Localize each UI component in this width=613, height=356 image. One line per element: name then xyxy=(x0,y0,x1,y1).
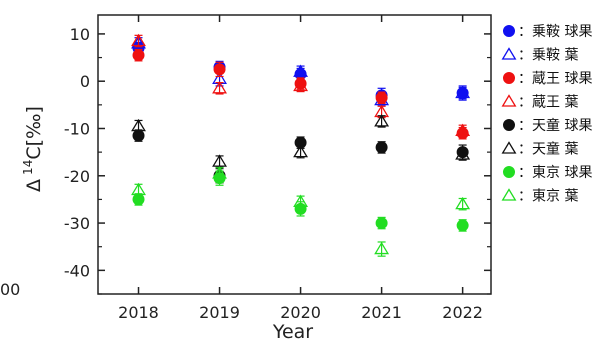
data-point xyxy=(293,64,309,77)
legend-label: ：乗鞍 球果 xyxy=(518,24,592,40)
data-point xyxy=(293,194,309,207)
data-point xyxy=(212,81,227,94)
series-7 xyxy=(131,166,471,257)
legend-label: ：天童 葉 xyxy=(518,141,578,158)
plot-frame xyxy=(97,14,492,295)
data-point xyxy=(374,241,390,255)
y-tick-label: -30 xyxy=(64,214,90,233)
legend-label: ：東京 葉 xyxy=(518,189,578,205)
x-axis-title: Year xyxy=(272,321,313,343)
cropped-left-label: 00 xyxy=(0,280,20,299)
x-tick-label: 2019 xyxy=(199,303,240,322)
data-point xyxy=(455,196,471,210)
data-point xyxy=(212,166,227,179)
legend-item-0: ：乗鞍 球果 xyxy=(503,24,592,40)
y-tick-label: -40 xyxy=(64,261,90,280)
series-1 xyxy=(131,36,471,107)
data-point xyxy=(293,78,309,92)
legend-item-4: ：天童 球果 xyxy=(503,117,592,134)
x-tick-label: 2020 xyxy=(280,303,321,322)
y-tick-label: -10 xyxy=(64,119,90,138)
y-axis-title-superscript: 14 xyxy=(21,160,35,175)
legend-marker xyxy=(503,166,515,178)
data-point xyxy=(455,123,471,137)
series-3 xyxy=(131,33,471,138)
data-point xyxy=(455,85,471,99)
legend-marker xyxy=(501,47,517,60)
data-point xyxy=(132,49,145,62)
data-point xyxy=(455,147,471,160)
legend-label: ：乗鞍 葉 xyxy=(518,48,578,64)
legend-label: ：天童 球果 xyxy=(518,117,592,134)
legend-marker xyxy=(501,188,517,201)
y-axis-title-rest: C[‰] xyxy=(23,106,45,160)
data-point xyxy=(131,33,146,47)
data-point xyxy=(293,144,309,158)
legend-marker xyxy=(503,72,515,84)
legend-item-5: ：天童 葉 xyxy=(501,141,578,158)
y-axis-title: Δ 14C[‰] xyxy=(21,106,45,192)
y-tick-label: 10 xyxy=(70,25,90,44)
x-tick-label: 2018 xyxy=(118,303,159,322)
legend-label: ：蔵王 葉 xyxy=(518,95,578,111)
legend-label: ：東京 球果 xyxy=(518,165,592,181)
legend-label: ：蔵王 球果 xyxy=(518,71,592,87)
data-point xyxy=(375,217,388,230)
data-point xyxy=(213,63,226,76)
data-point xyxy=(374,114,390,127)
series-5 xyxy=(131,114,471,168)
legend-item-7: ：東京 葉 xyxy=(501,188,578,205)
data-point xyxy=(131,36,146,49)
legend-marker xyxy=(503,119,515,131)
data-point xyxy=(131,118,146,132)
legend-item-2: ：蔵王 球果 xyxy=(503,71,592,87)
series-2 xyxy=(132,48,469,140)
x-tick-label: 2021 xyxy=(361,303,402,322)
legend-marker xyxy=(503,25,515,37)
y-tick-label: -20 xyxy=(64,167,90,186)
y-axis-title-delta: Δ xyxy=(23,179,45,192)
y-tick-label: 0 xyxy=(80,72,90,91)
data-point xyxy=(375,141,388,154)
legend-marker xyxy=(501,141,517,154)
data-point xyxy=(456,219,469,232)
legend-item-3: ：蔵王 葉 xyxy=(501,94,578,111)
data-point xyxy=(131,182,146,196)
legend-marker xyxy=(501,94,517,107)
plot-area xyxy=(97,14,492,295)
legend-item-6: ：東京 球果 xyxy=(503,165,592,181)
x-tick-label: 2022 xyxy=(442,303,483,322)
axes: 10 0 -10 -20 -30 -40 2018 2019 2020 2021 2022 xyxy=(64,15,491,322)
legend: ：乗鞍 球果 ：乗鞍 葉 ：蔵王 球果 ：蔵王 葉 ：天童 球果 ：天童 葉 ：東京 球果 ：… xyxy=(501,24,592,205)
data-marks xyxy=(131,33,471,257)
data-point xyxy=(375,91,388,104)
data-point xyxy=(212,154,227,167)
legend-item-1: ：乗鞍 葉 xyxy=(501,47,578,64)
